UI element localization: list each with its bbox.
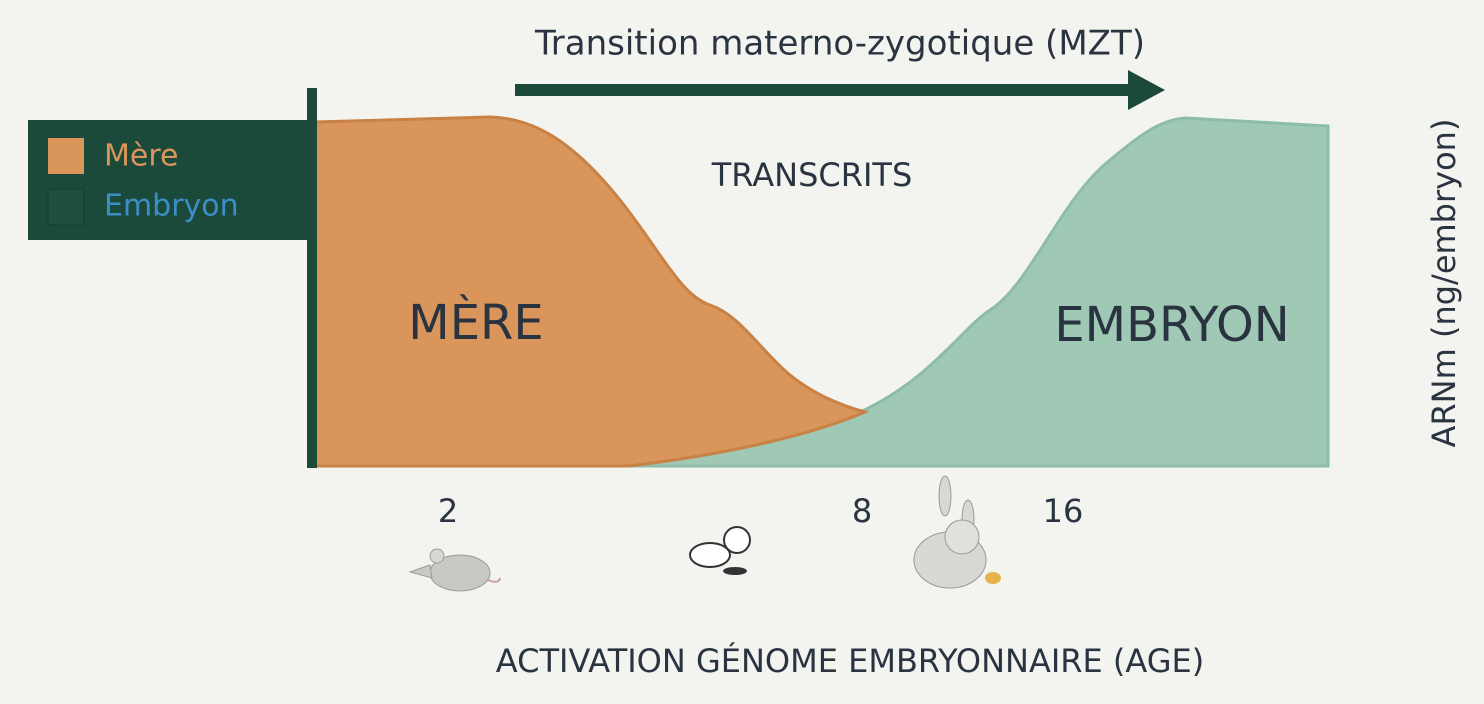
rabbit-icon: [913, 475, 1001, 589]
legend-swatch: [47, 188, 85, 226]
x-label: ACTIVATION GÉNOME EMBRYONNAIRE (AGE): [496, 642, 1204, 680]
mouse-icon: [408, 548, 501, 592]
baby-icon: [689, 526, 751, 575]
stage-label: 8: [852, 492, 872, 530]
legend-swatch: [48, 138, 84, 174]
arrow-head: [1128, 70, 1165, 110]
center-label: TRANSCRITS: [711, 156, 913, 194]
title: Transition materno-zygotique (MZT): [534, 24, 1145, 64]
stage-label: 2: [438, 492, 458, 530]
legend-label: Embryon: [104, 189, 239, 224]
y-label: ARNm (ng/embryon): [1425, 119, 1463, 448]
area-label: EMBRYON: [1054, 297, 1289, 353]
mother-area: [312, 115, 870, 468]
legend-label: Mère: [104, 139, 178, 174]
area-label: MÈRE: [408, 294, 543, 351]
stage-label: 16: [1043, 492, 1084, 530]
